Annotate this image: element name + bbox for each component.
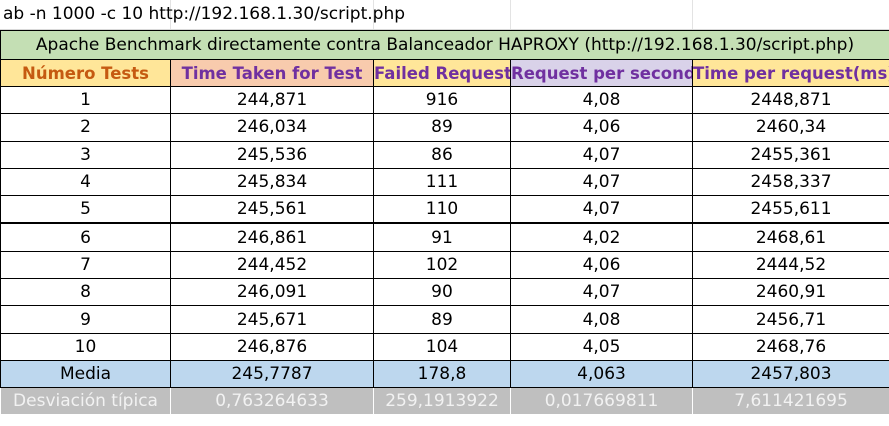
desv-row: Desviación típica 0,763264633 259,1913922 0… — [0, 386, 889, 415]
header-request-per-second[interactable]: Request per second — [510, 59, 693, 87]
media-rps[interactable]: 4,063 — [510, 359, 693, 388]
table-row: 6 246,861 91 4,02 2468,61 — [0, 222, 889, 252]
cell-time[interactable]: 244,452 — [170, 250, 374, 280]
cell-tpr[interactable]: 2460,91 — [691, 278, 889, 307]
cell-rps[interactable]: 4,05 — [510, 332, 693, 361]
media-row: Media 245,7787 178,8 4,063 2457,803 — [0, 359, 889, 388]
table-row: 8 246,091 90 4,07 2460,91 — [0, 278, 889, 307]
cell-n[interactable]: 10 — [0, 332, 171, 361]
header-time-taken[interactable]: Time Taken for Test — [170, 59, 374, 87]
cell-tpr[interactable]: 2448,871 — [691, 85, 889, 115]
table-row: 10 246,876 104 4,05 2468,76 — [0, 332, 889, 361]
cell-tpr[interactable]: 2456,71 — [691, 305, 889, 334]
desv-time[interactable]: 0,763264633 — [170, 386, 374, 415]
table-title[interactable]: Apache Benchmark directamente contra Bal… — [0, 30, 889, 60]
cell-failed[interactable]: 91 — [373, 222, 511, 252]
cell-rps[interactable]: 4,07 — [510, 195, 693, 225]
cell-n[interactable]: 8 — [0, 278, 171, 307]
table-row: 5 245,561 110 4,07 2455,611 — [0, 195, 889, 225]
media-failed[interactable]: 178,8 — [373, 359, 511, 388]
cell-n[interactable]: 5 — [0, 195, 171, 225]
desv-failed[interactable]: 259,1913922 — [373, 386, 511, 415]
cell-failed[interactable]: 90 — [373, 278, 511, 307]
cell-rps[interactable]: 4,06 — [510, 113, 693, 142]
cell-d1[interactable] — [510, 0, 693, 29]
cell-tpr[interactable]: 2460,34 — [691, 113, 889, 142]
header-numero-tests[interactable]: Número Tests — [0, 59, 171, 87]
cell-failed[interactable]: 110 — [373, 195, 511, 225]
cell-c1[interactable] — [373, 0, 511, 29]
cell-n[interactable]: 7 — [0, 250, 171, 280]
cell-time[interactable]: 244,871 — [170, 85, 374, 115]
cell-tpr[interactable]: 2444,52 — [691, 250, 889, 280]
table-row: 4 245,834 111 4,07 2458,337 — [0, 167, 889, 197]
cell-b1[interactable] — [170, 0, 374, 29]
cell-n[interactable]: 3 — [0, 140, 171, 169]
desv-tpr[interactable]: 7,611421695 — [691, 386, 889, 415]
cell-rps[interactable]: 4,08 — [510, 305, 693, 334]
command-text: ab -n 1000 -c 10 http://192.168.1.30/scr… — [3, 4, 406, 24]
header-failed-request[interactable]: Failed Request — [373, 59, 511, 87]
cell-failed[interactable]: 104 — [373, 332, 511, 361]
cell-time[interactable]: 245,561 — [170, 195, 374, 225]
cell-tpr[interactable]: 2468,76 — [691, 332, 889, 361]
cell-time[interactable]: 246,876 — [170, 332, 374, 361]
cell-rps[interactable]: 4,07 — [510, 278, 693, 307]
desv-rps[interactable]: 0,017669811 — [510, 386, 693, 415]
command-row: ab -n 1000 -c 10 http://192.168.1.30/scr… — [0, 0, 889, 30]
cell-time[interactable]: 246,034 — [170, 113, 374, 142]
table-row: 9 245,671 89 4,08 2456,71 — [0, 305, 889, 334]
cell-e1[interactable] — [692, 0, 889, 29]
cell-failed[interactable]: 111 — [373, 167, 511, 197]
cell-failed[interactable]: 89 — [373, 305, 511, 334]
cell-time[interactable]: 245,834 — [170, 167, 374, 197]
cell-n[interactable]: 2 — [0, 113, 171, 142]
cell-rps[interactable]: 4,08 — [510, 85, 693, 115]
cell-time[interactable]: 246,861 — [170, 222, 374, 252]
table-row: 1 244,871 916 4,08 2448,871 — [0, 85, 889, 115]
cell-failed[interactable]: 102 — [373, 250, 511, 280]
cell-rps[interactable]: 4,06 — [510, 250, 693, 280]
media-label[interactable]: Media — [0, 359, 171, 388]
header-time-per-request[interactable]: Time per request(ms) — [691, 59, 889, 87]
media-time[interactable]: 245,7787 — [170, 359, 374, 388]
cell-tpr[interactable]: 2455,611 — [691, 195, 889, 225]
table-row: 2 246,034 89 4,06 2460,34 — [0, 113, 889, 142]
table-row: 3 245,536 86 4,07 2455,361 — [0, 140, 889, 169]
media-tpr[interactable]: 2457,803 — [691, 359, 889, 388]
cell-rps[interactable]: 4,07 — [510, 167, 693, 197]
cell-rps[interactable]: 4,02 — [510, 222, 693, 252]
table-row: 7 244,452 102 4,06 2444,52 — [0, 250, 889, 280]
cell-a1[interactable] — [0, 0, 171, 29]
cell-tpr[interactable]: 2458,337 — [691, 167, 889, 197]
cell-n[interactable]: 9 — [0, 305, 171, 334]
cell-failed[interactable]: 89 — [373, 113, 511, 142]
cell-tpr[interactable]: 2468,61 — [691, 222, 889, 252]
cell-n[interactable]: 4 — [0, 167, 171, 197]
cell-tpr[interactable]: 2455,361 — [691, 140, 889, 169]
cell-n[interactable]: 1 — [0, 85, 171, 115]
cell-time[interactable]: 245,671 — [170, 305, 374, 334]
cell-rps[interactable]: 4,07 — [510, 140, 693, 169]
cell-failed[interactable]: 86 — [373, 140, 511, 169]
cell-time[interactable]: 246,091 — [170, 278, 374, 307]
cell-time[interactable]: 245,536 — [170, 140, 374, 169]
cell-n[interactable]: 6 — [0, 222, 171, 252]
cell-failed[interactable]: 916 — [373, 85, 511, 115]
desv-label[interactable]: Desviación típica — [0, 386, 171, 415]
benchmark-table: Apache Benchmark directamente contra Bal… — [0, 30, 889, 415]
